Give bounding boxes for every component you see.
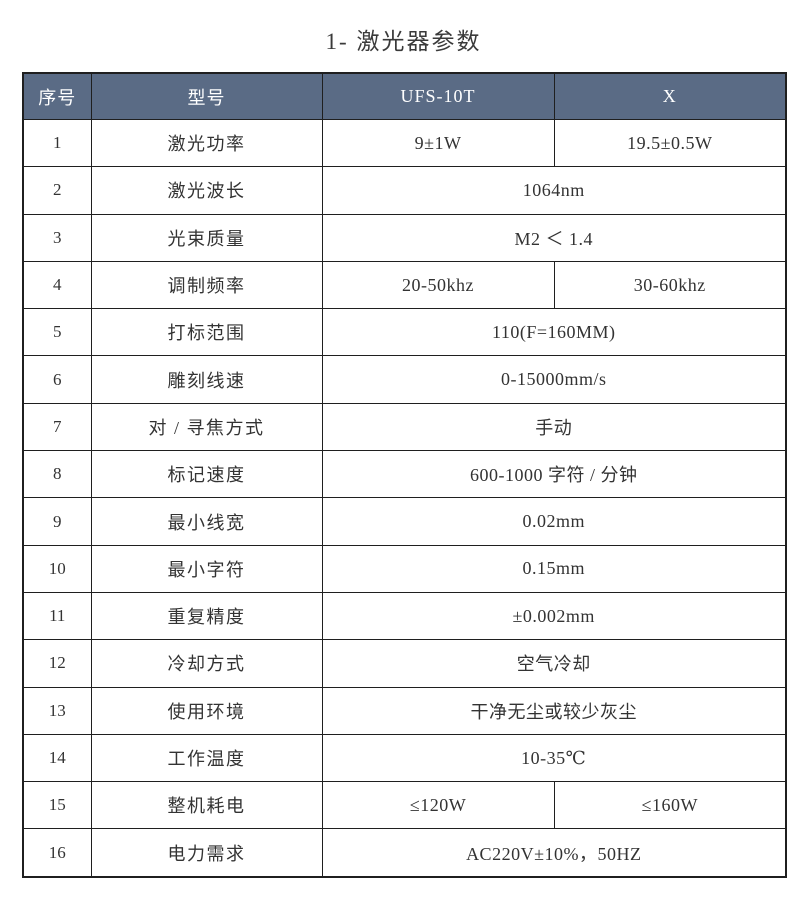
cell-parameter-name: 标记速度	[90, 450, 323, 499]
cell-parameter-name: 光束质量	[90, 213, 323, 262]
cell-parameter-name: 重复精度	[90, 591, 323, 641]
cell-parameter-name: 激光波长	[90, 166, 323, 215]
table-row: 4 调制频率 20-50khz 30-60khz	[22, 260, 787, 310]
table-row: 15 整机耗电 ≤120W ≤160W	[22, 781, 787, 830]
cell-value-merged: AC220V±10%，50HZ	[321, 828, 787, 878]
cell-parameter-name: 使用环境	[90, 686, 323, 735]
cell-row-number: 15	[22, 781, 92, 830]
cell-row-number: 10	[22, 544, 92, 593]
table-row: 3 光束质量 M2 ＜ 1.4	[22, 213, 787, 262]
cell-row-number: 5	[22, 308, 92, 357]
header-cell-no: 序号	[22, 72, 92, 120]
table-row: 6 雕刻线速 0-15000mm/s	[22, 355, 787, 404]
table-header-row: 序号 型号 UFS-10T X	[22, 72, 787, 120]
cell-value-merged: ±0.002mm	[321, 591, 787, 641]
cell-row-number: 11	[22, 591, 92, 641]
cell-parameter-name: 调制频率	[90, 260, 323, 310]
cell-value-merged: 0.02mm	[321, 497, 787, 546]
table-body: 1 激光功率 9±1W 19.5±0.5W 2 激光波长 1064nm 3 光束质量 M2 ＜ 1…	[22, 118, 787, 878]
cell-row-number: 7	[22, 402, 92, 452]
cell-parameter-name: 激光功率	[90, 118, 323, 168]
header-cell-x: X	[553, 72, 787, 120]
cell-value-x: 19.5±0.5W	[553, 118, 787, 168]
table-row: 1 激光功率 9±1W 19.5±0.5W	[22, 118, 787, 168]
laser-parameters-table: 序号 型号 UFS-10T X 1 激光功率 9±1W 19.5±0.5W 2 激光波长 1…	[22, 72, 787, 878]
page-title: 1- 激光器参数	[325, 29, 482, 54]
cell-parameter-name: 冷却方式	[90, 639, 323, 688]
cell-row-number: 6	[22, 355, 92, 404]
cell-row-number: 3	[22, 213, 92, 262]
cell-value-ufs-10t: 20-50khz	[321, 260, 555, 310]
cell-value-x: 30-60khz	[553, 260, 787, 310]
cell-value-merged: 0-15000mm/s	[321, 355, 787, 404]
cell-row-number: 4	[22, 260, 92, 310]
cell-parameter-name: 整机耗电	[90, 781, 323, 830]
cell-value-merged: 0.15mm	[321, 544, 787, 593]
cell-row-number: 12	[22, 639, 92, 688]
table-row: 14 工作温度 10-35℃	[22, 733, 787, 783]
cell-value-merged: 空气冷却	[321, 639, 787, 688]
cell-value-ufs-10t: 9±1W	[321, 118, 555, 168]
cell-row-number: 13	[22, 686, 92, 735]
cell-parameter-name: 雕刻线速	[90, 355, 323, 404]
table-row: 2 激光波长 1064nm	[22, 166, 787, 215]
cell-value-merged: 1064nm	[321, 166, 787, 215]
table-row: 13 使用环境 干净无尘或较少灰尘	[22, 686, 787, 735]
table-row: 11 重复精度 ±0.002mm	[22, 591, 787, 641]
table-row: 8 标记速度 600-1000 字符 / 分钟	[22, 450, 787, 499]
header-cell-ufs-10t: UFS-10T	[321, 72, 555, 120]
cell-row-number: 16	[22, 828, 92, 878]
cell-value-x: ≤160W	[553, 781, 787, 830]
cell-value-merged: 干净无尘或较少灰尘	[321, 686, 787, 735]
cell-row-number: 2	[22, 166, 92, 215]
cell-parameter-name: 最小线宽	[90, 497, 323, 546]
cell-value-merged: 手动	[321, 402, 787, 452]
cell-parameter-name: 最小字符	[90, 544, 323, 593]
cell-parameter-name: 电力需求	[90, 828, 323, 878]
header-cell-model: 型号	[90, 72, 323, 120]
cell-row-number: 1	[22, 118, 92, 168]
cell-value-merged: 110(F=160MM)	[321, 308, 787, 357]
cell-row-number: 14	[22, 733, 92, 783]
table-row: 12 冷却方式 空气冷却	[22, 639, 787, 688]
table-row: 16 电力需求 AC220V±10%，50HZ	[22, 828, 787, 878]
cell-value-merged: 10-35℃	[321, 733, 787, 783]
cell-parameter-name: 对 / 寻焦方式	[90, 402, 323, 452]
table-row: 9 最小线宽 0.02mm	[22, 497, 787, 546]
table-row: 10 最小字符 0.15mm	[22, 544, 787, 593]
cell-value-merged: 600-1000 字符 / 分钟	[321, 450, 787, 499]
table-row: 5 打标范围 110(F=160MM)	[22, 308, 787, 357]
cell-value-ufs-10t: ≤120W	[321, 781, 555, 830]
cell-value-merged: M2 ＜ 1.4	[321, 213, 787, 262]
cell-row-number: 9	[22, 497, 92, 546]
cell-parameter-name: 工作温度	[90, 733, 323, 783]
cell-parameter-name: 打标范围	[90, 308, 323, 357]
cell-row-number: 8	[22, 450, 92, 499]
